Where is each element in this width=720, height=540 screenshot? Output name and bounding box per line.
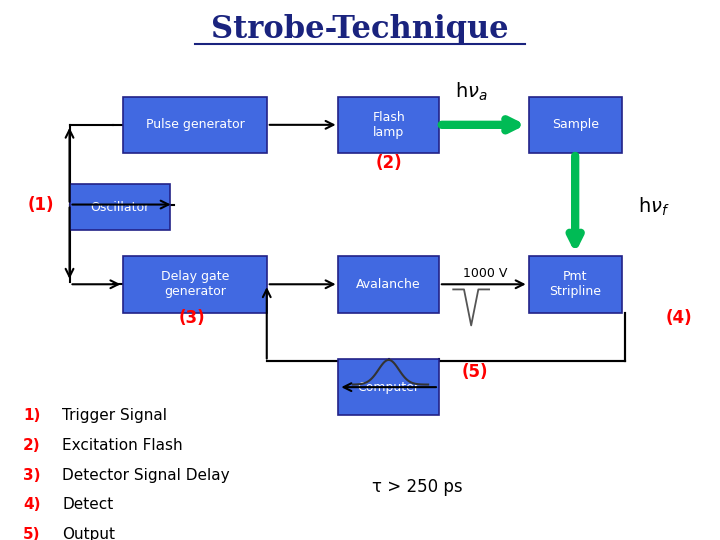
Text: 2): 2) <box>23 438 40 453</box>
Text: Pmt
Stripline: Pmt Stripline <box>549 271 601 298</box>
Text: h$\nu_f$: h$\nu_f$ <box>638 196 670 218</box>
FancyBboxPatch shape <box>338 359 439 415</box>
Text: Computer: Computer <box>358 381 420 394</box>
Text: Detect: Detect <box>63 497 114 512</box>
Text: 5): 5) <box>23 527 40 540</box>
Text: τ > 250 ps: τ > 250 ps <box>372 478 463 496</box>
FancyBboxPatch shape <box>528 97 622 153</box>
Text: Pulse generator: Pulse generator <box>145 118 244 131</box>
Text: Avalanche: Avalanche <box>356 278 421 291</box>
Text: Output: Output <box>63 527 115 540</box>
Text: (1): (1) <box>27 195 54 213</box>
FancyBboxPatch shape <box>123 256 267 313</box>
FancyBboxPatch shape <box>338 256 439 313</box>
Text: Delay gate
generator: Delay gate generator <box>161 271 229 298</box>
Text: h$\nu_a$: h$\nu_a$ <box>455 80 487 103</box>
Text: (3): (3) <box>178 309 204 327</box>
Text: 4): 4) <box>23 497 40 512</box>
Text: 1): 1) <box>23 408 40 423</box>
FancyBboxPatch shape <box>123 97 267 153</box>
Text: Excitation Flash: Excitation Flash <box>63 438 183 453</box>
Text: (4): (4) <box>666 309 693 327</box>
FancyBboxPatch shape <box>528 256 622 313</box>
Text: Flash
lamp: Flash lamp <box>372 111 405 139</box>
Text: 3): 3) <box>23 468 40 483</box>
Text: Strobe-Technique: Strobe-Technique <box>211 14 509 45</box>
FancyBboxPatch shape <box>338 97 439 153</box>
Text: Trigger Signal: Trigger Signal <box>63 408 167 423</box>
Text: (5): (5) <box>462 363 488 381</box>
Text: (2): (2) <box>375 154 402 172</box>
Text: 1000 V: 1000 V <box>464 267 508 280</box>
FancyBboxPatch shape <box>70 184 170 230</box>
Text: Sample: Sample <box>552 118 598 131</box>
Text: Oscillator: Oscillator <box>90 201 149 214</box>
Text: Detector Signal Delay: Detector Signal Delay <box>63 468 230 483</box>
